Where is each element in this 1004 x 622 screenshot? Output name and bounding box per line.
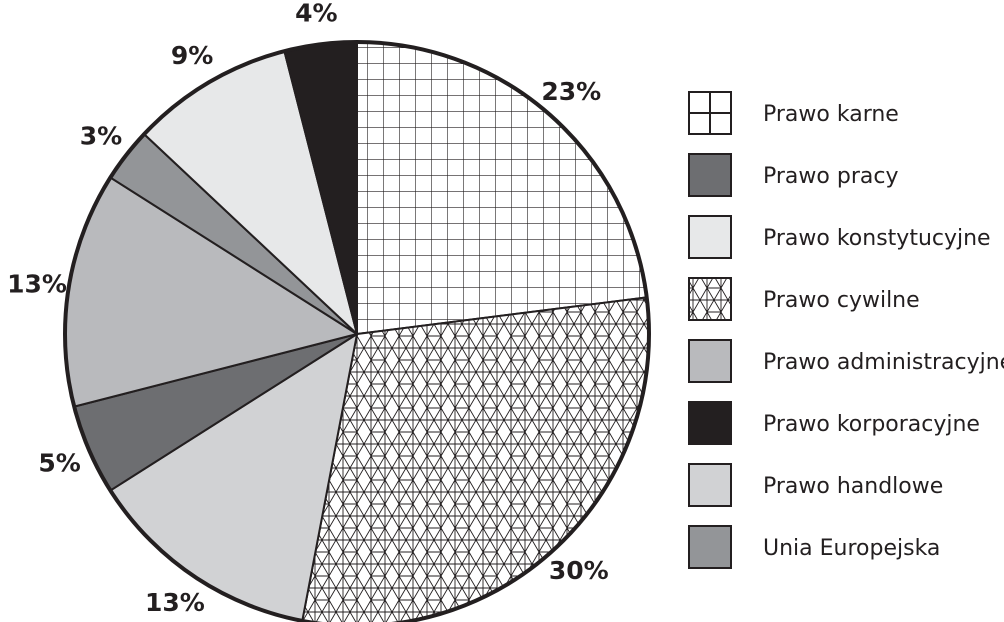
slice-label-prawo-korporacyjne: 4%: [295, 0, 337, 28]
legend-item-prawo-pracy: Prawo pracy: [688, 153, 898, 197]
slice-label-prawo-konstytucyjne: 9%: [171, 41, 213, 70]
legend-item-prawo-handlowe: Prawo handlowe: [688, 463, 943, 507]
legend-swatch-prawo-handlowe: [688, 463, 732, 507]
legend-label-prawo-konstytucyjne: Prawo konstytucyjne: [763, 226, 991, 251]
legend-swatch-unia-europejska: [688, 525, 732, 569]
legend-item-prawo-karne: Prawo karne: [688, 91, 899, 135]
slice-label-prawo-cywilne: 30%: [549, 556, 609, 585]
pie-slice-prawo-karne: [356, 41, 648, 335]
slice-label-prawo-pracy: 5%: [38, 449, 80, 478]
slice-label-prawo-administracyjne: 13%: [7, 269, 67, 298]
slice-label-prawo-handlowe: 13%: [145, 588, 205, 617]
legend-label-prawo-handlowe: Prawo handlowe: [763, 474, 943, 499]
legend-label-prawo-karne: Prawo karne: [763, 102, 899, 127]
legend-swatch-prawo-cywilne: [688, 277, 732, 321]
legend-label-prawo-korporacyjne: Prawo korporacyjne: [763, 412, 980, 437]
legend-item-prawo-konstytucyjne: Prawo konstytucyjne: [688, 215, 991, 259]
pie-outline: [63, 40, 651, 622]
slice-label-unia-europejska: 3%: [80, 121, 122, 150]
legend-label-prawo-cywilne: Prawo cywilne: [763, 288, 920, 313]
legend-swatch-prawo-konstytucyjne: [688, 215, 732, 259]
legend-item-unia-europejska: Unia Europejska: [688, 525, 940, 569]
legend-label-prawo-administracyjne: Prawo administracyjne: [763, 350, 1004, 375]
legend-grid-mark: [689, 92, 731, 134]
legend-item-prawo-korporacyjne: Prawo korporacyjne: [688, 401, 980, 445]
legend-swatch-prawo-administracyjne: [688, 339, 732, 383]
legend-item-prawo-cywilne: Prawo cywilne: [688, 277, 920, 321]
legend-label-unia-europejska: Unia Europejska: [763, 536, 940, 561]
slice-label-prawo-karne: 23%: [541, 77, 601, 106]
legend-item-prawo-administracyjne: Prawo administracyjne: [688, 339, 1004, 383]
legend-swatch-prawo-korporacyjne: [688, 401, 732, 445]
legend-label-prawo-pracy: Prawo pracy: [763, 164, 898, 189]
legend-swatch-prawo-pracy: [688, 153, 732, 197]
